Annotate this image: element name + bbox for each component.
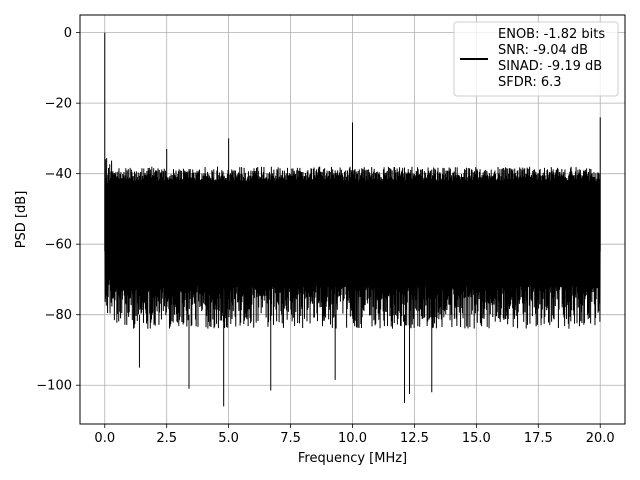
- x-tick-label: 5.0: [218, 431, 239, 446]
- y-axis-ticks: 0 −20 −40 −60 −80 −100: [36, 26, 80, 394]
- y-tick-label: 0: [64, 26, 72, 41]
- y-tick-label: −100: [36, 379, 72, 394]
- x-tick-label: 0.0: [94, 431, 115, 446]
- x-tick-label: 12.5: [400, 431, 429, 446]
- y-tick-label: −40: [45, 167, 72, 182]
- y-axis-title: PSD [dB]: [14, 191, 29, 249]
- x-tick-label: 2.5: [156, 431, 177, 446]
- legend: ENOB: -1.82 bits SNR: -9.04 dB SINAD: -9…: [453, 21, 619, 97]
- x-tick-label: 15.0: [462, 431, 491, 446]
- legend-box: [453, 21, 619, 97]
- x-tick-label: 17.5: [524, 431, 553, 446]
- legend-line-snr: SNR: -9.04 dB: [498, 43, 588, 58]
- x-tick-label: 20.0: [586, 431, 615, 446]
- x-tick-label: 7.5: [280, 431, 301, 446]
- plot-area: [104, 32, 601, 407]
- y-tick-label: −80: [45, 308, 72, 323]
- x-axis-title: Frequency [MHz]: [298, 451, 407, 466]
- legend-line-enob: ENOB: -1.82 bits: [498, 27, 605, 42]
- psd-trace-line: [104, 32, 601, 407]
- x-tick-label: 10.0: [338, 431, 367, 446]
- y-tick-label: −60: [45, 238, 72, 253]
- x-axis-ticks: 0.0 2.5 5.0 7.5 10.0 12.5 15.0 17.5 20.0: [94, 424, 615, 446]
- legend-line-sinad: SINAD: -9.19 dB: [498, 59, 602, 74]
- legend-line-sfdr: SFDR: 6.3: [498, 75, 562, 90]
- y-tick-label: −20: [45, 97, 72, 112]
